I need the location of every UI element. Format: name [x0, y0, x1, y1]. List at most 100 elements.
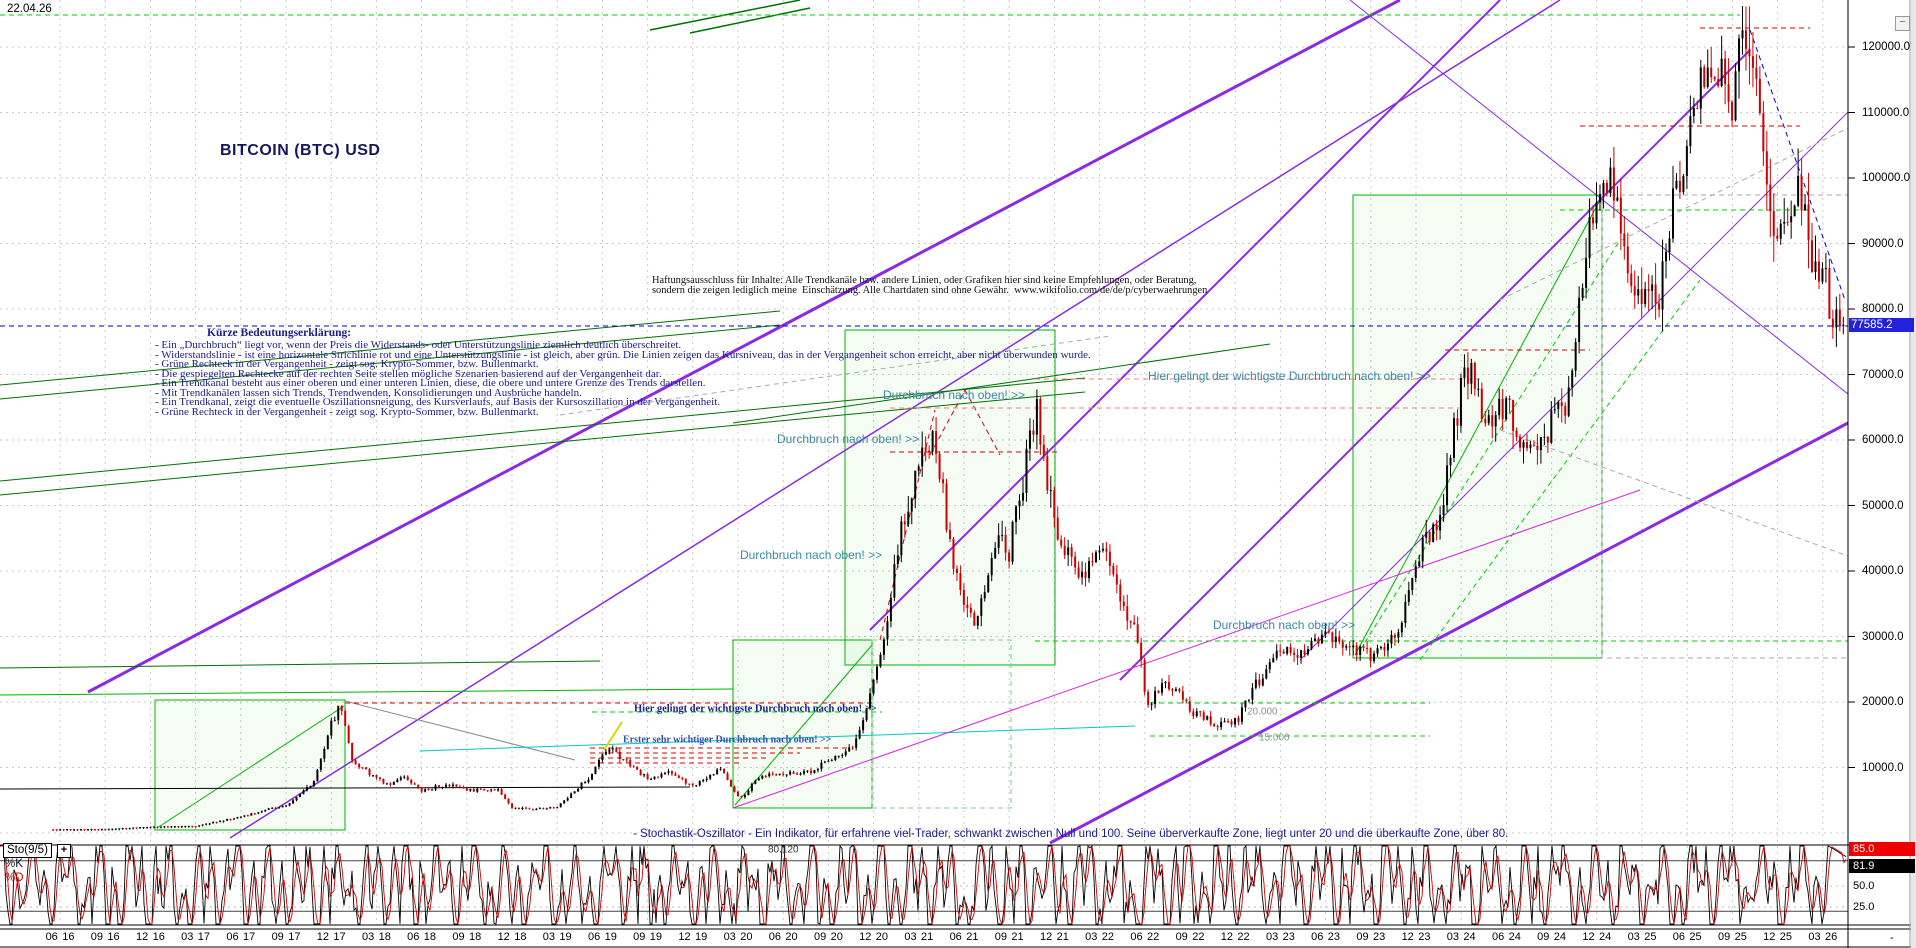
x-axis-label: 03 26: [1808, 931, 1838, 943]
x-axis-label: 12 20: [859, 931, 889, 943]
trend-line: [732, 343, 1271, 424]
breakout-annotation: Durchbruch nach oben! >>: [1213, 618, 1356, 632]
x-axis-label: 03 22: [1085, 931, 1115, 943]
y-axis-label: 40000.0: [1862, 565, 1904, 577]
trend-line: [0, 688, 734, 696]
d-line-label: %D: [5, 872, 24, 884]
page-title: BITCOIN (BTC) USD: [220, 142, 381, 159]
oscillator-level-tag: 85.0: [1849, 842, 1915, 856]
trend-line: [156, 705, 345, 829]
trend-line: [87, 0, 1401, 694]
minimize-button[interactable]: −: [1895, 16, 1910, 31]
x-axis-label: 12 17: [316, 931, 346, 943]
trend-line: [229, 0, 1561, 839]
current-price-tag: 77585.2: [1849, 317, 1914, 332]
x-axis-label: 12 24: [1582, 931, 1612, 943]
x-axis-label: 09 17: [271, 931, 301, 943]
y-axis-label: 20000.0: [1862, 696, 1904, 708]
x-axis-label: 03 21: [904, 931, 934, 943]
trend-line: [0, 310, 781, 386]
disclaimer-line: Haftungsausschluss für Inhalte: Alle Tre…: [652, 275, 1197, 286]
support-resistance-line: [1419, 279, 1701, 661]
y-axis-label: 120000.0: [1862, 41, 1910, 53]
x-axis-label: 12 25: [1763, 931, 1793, 943]
breakout-annotation: Durchbruch nach oben! >>: [777, 432, 920, 446]
support-resistance-line: [964, 389, 1001, 456]
x-axis-label: 03 24: [1446, 931, 1476, 943]
candlestick-series: [52, 5, 1845, 832]
legend-lines: - Ein „Durchbruch“ liegt vor, wenn der P…: [155, 340, 1091, 418]
trend-line: [1354, 199, 1601, 656]
x-axis-label: 09 25: [1717, 931, 1747, 943]
trend-line: [1049, 421, 1849, 845]
x-axis-label: 09 21: [994, 931, 1024, 943]
x-axis-label: 06 25: [1672, 931, 1702, 943]
x-axis-label: 09 23: [1356, 931, 1386, 943]
trend-line: [0, 377, 1086, 482]
oscillator-level-tag: 25.0: [1853, 901, 1875, 913]
stochastic-k-line: [0, 844, 1847, 925]
trend-line: [0, 786, 691, 790]
legend-line: - Widerstandslinie - ist eine horizontal…: [155, 348, 1091, 361]
breakout-annotation: 20.000: [1247, 706, 1278, 718]
x-axis-label: 12 23: [1401, 931, 1431, 943]
x-axis-label: 06 17: [226, 931, 256, 943]
x-axis-label: 03 20: [723, 931, 753, 943]
support-resistance-line: [559, 335, 1111, 416]
legend-line: - Grüne Rechteck in der Vergangenheit - …: [155, 405, 539, 418]
stochastic-note: - Stochastik-Oszillator - Ein Indikator,…: [633, 828, 1509, 840]
x-axis-label: 06 22: [1130, 931, 1160, 943]
legend-line: - Ein Trendkanal, zeigt die eventuelle O…: [155, 396, 721, 409]
x-axis-label: 06 20: [768, 931, 798, 943]
breakout-annotation: Hier gelingt der wichtigste Durchbruch n…: [1148, 369, 1431, 383]
y-axis-label: 30000.0: [1862, 630, 1904, 643]
x-axis-label: 09 24: [1537, 931, 1567, 943]
indicator-label[interactable]: Sto(9/5): [3, 843, 52, 858]
x-axis-label: 12 22: [1220, 931, 1250, 943]
x-axis-label: 06 18: [407, 931, 437, 943]
x-axis-label: 09 16: [90, 931, 120, 943]
trend-line: [1119, 49, 1751, 681]
x-axis-label: 06 19: [587, 931, 617, 943]
x-axis-label: 09 22: [1175, 931, 1205, 943]
y-axis-label: 80000.0: [1862, 303, 1904, 315]
disclaimer-line: sondern die zeigen lediglich meine Einsc…: [652, 284, 1208, 296]
y-axis-label: 70000.0: [1862, 368, 1904, 381]
x-axis-label: 03 23: [1265, 931, 1295, 943]
x-axis-label: 12 18: [497, 931, 527, 943]
legend-heading: Kürze Bedeutungserklärung:: [207, 327, 352, 339]
y-axis-label: 50000.0: [1862, 499, 1904, 512]
x-axis-label: 09 19: [633, 931, 663, 943]
add-indicator-button[interactable]: +: [57, 844, 71, 858]
breakout-annotation: Durchbruch nach oben! >>: [883, 388, 1026, 402]
x-axis-label: 06 16: [45, 931, 75, 943]
trend-line: [689, 7, 811, 34]
trend-line: [0, 324, 781, 400]
disclaimer-text: Haftungsausschluss für Inhalte: Alle Tre…: [652, 275, 1208, 296]
support-resistance-line: [879, 409, 936, 641]
x-axis-label: 06 23: [1311, 931, 1341, 943]
chart-date-label: 22.04.26: [7, 3, 52, 15]
breakout-annotation: 15.000: [1259, 732, 1290, 744]
oscillator-level-tag: 50.0: [1853, 880, 1875, 892]
oscillator-level-tag: 81.9: [1849, 859, 1915, 873]
trend-line: [734, 644, 873, 806]
legend-line: - Grüne Rechteck in der Vergangenheit - …: [155, 358, 539, 371]
x-axis-label: 12 16: [135, 931, 165, 943]
x-axis-label: 06 24: [1491, 931, 1521, 943]
trend-line: [344, 700, 576, 761]
trend-line: [869, 0, 1501, 631]
y-axis-label: 100000.0: [1862, 172, 1910, 184]
y-axis-label: 110000.0: [1862, 106, 1910, 119]
support-resistance-line: [1749, 29, 1846, 301]
y-axis-label: 10000.0: [1862, 761, 1904, 774]
breakout-annotation: 80.120: [768, 844, 799, 856]
legend-line: - Ein Trendkanal besteht aus einer obere…: [155, 377, 706, 390]
breakout-annotation: Hier gelingt der wichtigste Durchbruch n…: [634, 703, 877, 715]
x-axis-label: 09 18: [452, 931, 482, 943]
x-axis-label: 12 19: [678, 931, 708, 943]
y-axis-label: 90000.0: [1862, 237, 1904, 250]
x-axis-label: 03 18: [361, 931, 391, 943]
x-axis-label: 03 19: [542, 931, 572, 943]
